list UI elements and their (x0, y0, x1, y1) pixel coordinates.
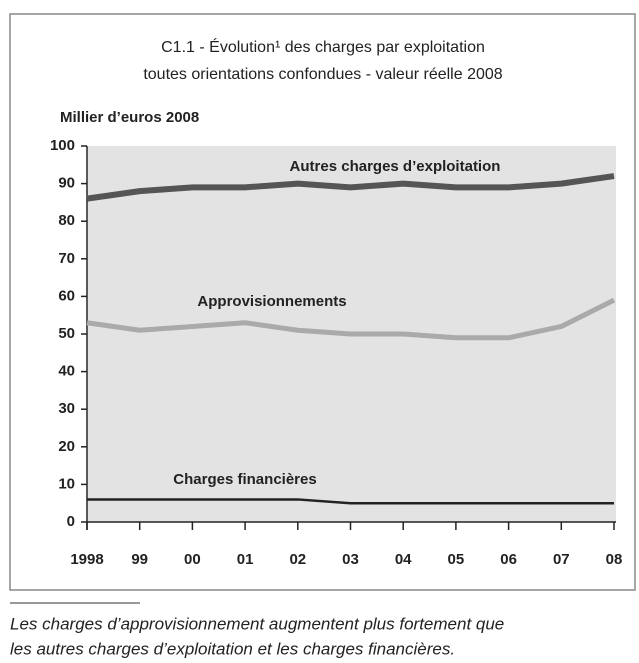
x-tick-label: 07 (553, 551, 570, 568)
chart-title: C1.1 - Évolution¹ des charges par exploi… (161, 37, 485, 56)
series-line (86, 297, 616, 341)
x-tick-label: 1998 (70, 551, 103, 568)
series-label: Approvisionnements (197, 293, 346, 310)
x-tick-label: 04 (395, 551, 412, 568)
y-tick-label: 30 (58, 400, 75, 417)
series-line (87, 498, 614, 505)
x-tick-label: 01 (237, 551, 254, 568)
y-tick-label: 90 (58, 175, 75, 192)
y-tick-label: 80 (58, 212, 75, 229)
x-tick-label: 05 (448, 551, 465, 568)
series-label: Charges financières (173, 471, 316, 488)
y-tick-label: 60 (58, 287, 75, 304)
chart-subtitle: toutes orientations confondues - valeur … (143, 66, 502, 83)
x-tick-label: 02 (289, 551, 306, 568)
y-axis-label: Millier d’euros 2008 (60, 109, 199, 126)
y-tick-label: 70 (58, 250, 75, 267)
y-tick-label: 10 (58, 475, 75, 492)
x-tick-label: 00 (184, 551, 201, 568)
series-line (86, 173, 615, 202)
y-tick-label: 20 (58, 438, 75, 455)
y-tick-label: 50 (58, 325, 75, 342)
y-tick-label: 0 (67, 513, 75, 530)
series-label: Autres charges d’exploitation (290, 158, 501, 175)
x-tick-label: 08 (606, 551, 623, 568)
y-tick-label: 100 (50, 137, 75, 154)
y-tick-label: 40 (58, 363, 75, 380)
x-tick-label: 06 (500, 551, 517, 568)
x-tick-label: 03 (342, 551, 359, 568)
x-tick-label: 99 (131, 551, 148, 568)
footnote: Les charges d’approvisionnement augmente… (10, 614, 504, 633)
footnote: les autres charges d’exploitation et les… (10, 639, 455, 658)
